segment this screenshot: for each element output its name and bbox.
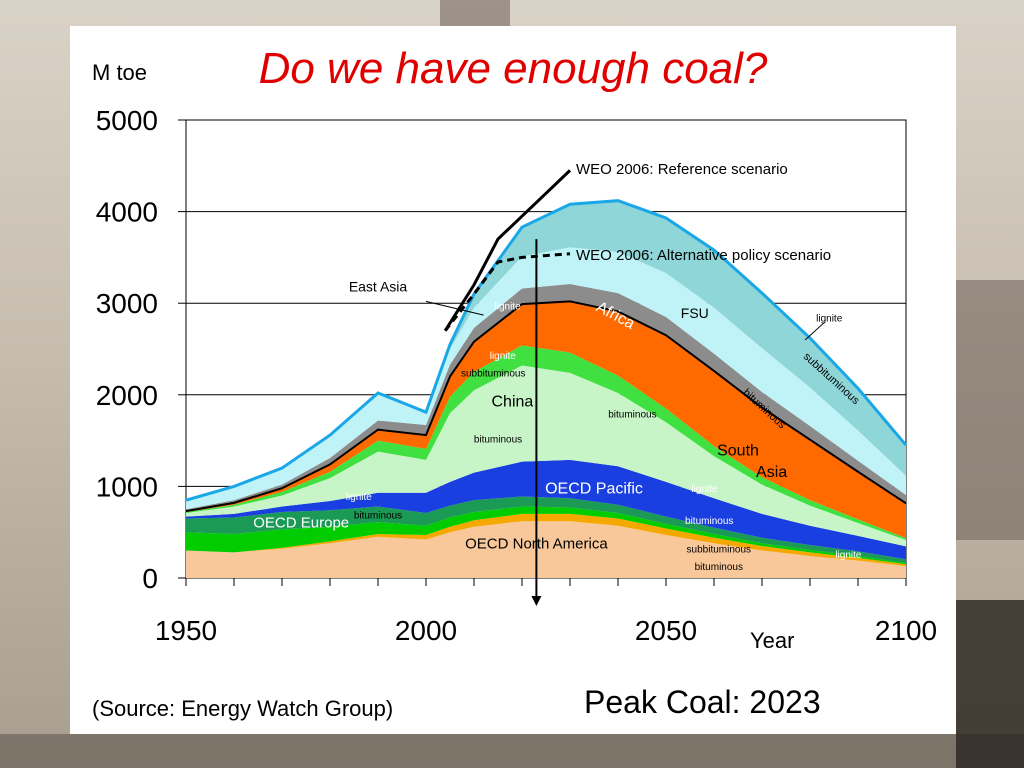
coal-production-chart: 0 1000 2000 3000 4000 5000 1950 2000 2050 2100 M t… [92, 60, 937, 653]
x-tick-label-2050: 2050 [635, 615, 697, 646]
area-oecd-pacific [186, 459, 906, 560]
x-tick-label-1950: 1950 [155, 615, 217, 646]
y-tick-label-4000: 4000 [96, 197, 158, 228]
annotation-8: subbituminous [461, 368, 525, 379]
fsu-lignite-pointer [804, 322, 825, 341]
east-asia-pointer [425, 300, 484, 316]
annotation-18: OECD Europe [253, 515, 349, 532]
area-fsu [186, 247, 906, 510]
area-oecd-europe-lignite [186, 496, 906, 563]
annotation-3: FSU [681, 305, 709, 321]
annotation-15: lignite [691, 484, 718, 495]
slide: Do we have enough coal? 0 1000 2000 3000 400… [70, 26, 956, 734]
source-note: (Source: Energy Watch Group) [92, 696, 394, 721]
annotation-7: lignite [490, 351, 517, 362]
peak-coal-label: Peak Coal: 2023 [584, 684, 821, 720]
area-oecd-north-america [186, 521, 906, 578]
background-derrick-right [956, 280, 1024, 540]
annotation-19: bituminous [685, 516, 733, 527]
annotation-23: bituminous [695, 562, 743, 573]
peak-year-arrowhead [531, 596, 542, 606]
annotation-20: OECD North America [465, 536, 608, 553]
annotation-17: bituminous [354, 510, 402, 521]
annotation-14: OECD Pacific [545, 481, 643, 498]
slide-title: Do we have enough coal? [258, 44, 768, 93]
annotation-16: lignite [346, 492, 373, 503]
background-ground [956, 600, 1024, 768]
annotation-4: lignite [816, 314, 843, 325]
area-china [186, 365, 906, 547]
annotation-10: bituminous [608, 410, 656, 421]
y-tick-label-1000: 1000 [96, 471, 158, 502]
area-fsu-subbituminous [186, 200, 906, 501]
annotation-9: China [491, 394, 533, 411]
area-africa [186, 283, 906, 512]
x-tick-label-2100: 2100 [875, 615, 937, 646]
alternative-scenario-label: WEO 2006: Alternative policy scenario [576, 247, 831, 264]
x-tick-label-2000: 2000 [395, 615, 457, 646]
y-tick-label-5000: 5000 [96, 105, 158, 136]
y-axis-label: M toe [92, 60, 147, 85]
annotation-12: South [717, 442, 759, 459]
annotation-21: subbituminous [687, 544, 751, 555]
total-outline-line [185, 199, 908, 502]
background-derrick-left [440, 0, 510, 26]
y-tick-label-3000: 3000 [96, 288, 158, 319]
annotation-22: lignite [835, 550, 862, 561]
y-tick-label-0: 0 [142, 563, 158, 594]
reference-scenario-line [443, 169, 572, 332]
area-oecd-europe-bituminous [186, 506, 906, 565]
area-south-asia [186, 301, 906, 539]
y-tick-label-2000: 2000 [96, 380, 158, 411]
background-ground-bottom [0, 734, 1024, 768]
x-axis-label: Year [750, 628, 794, 653]
annotation-1: lignite [495, 302, 522, 313]
annotation-0: East Asia [349, 278, 408, 294]
alternative-scenario-line [444, 252, 571, 332]
annotation-11: bituminous [474, 434, 522, 445]
reference-scenario-label: WEO 2006: Reference scenario [576, 161, 788, 178]
south-asia-boundary-line [185, 300, 907, 513]
annotation-13: Asia [756, 464, 787, 481]
